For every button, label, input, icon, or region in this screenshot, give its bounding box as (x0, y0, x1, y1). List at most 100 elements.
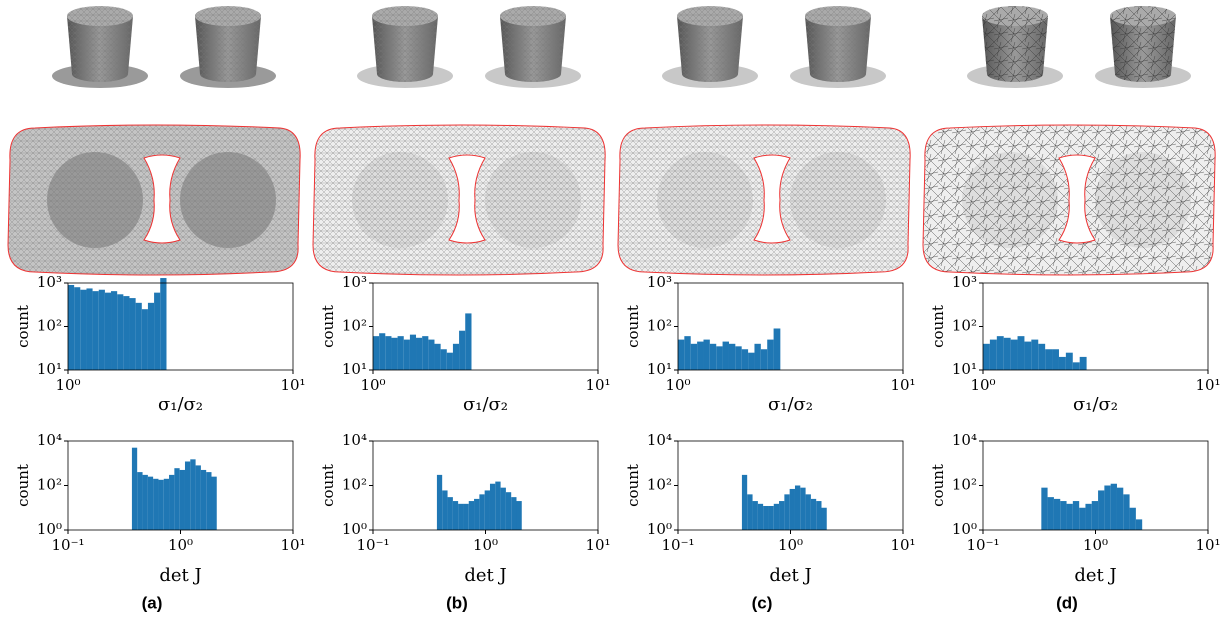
x-tick-label: 10¹ (890, 376, 915, 394)
mesh-render (357, 6, 581, 88)
bar (442, 490, 448, 530)
bar (190, 459, 196, 530)
bar (763, 505, 769, 530)
y-tick-label: 10² (342, 476, 367, 494)
x-axis-label: det J (769, 565, 811, 586)
bar (684, 336, 691, 370)
bar (104, 292, 112, 370)
y-tick-label: 10⁰ (342, 520, 367, 538)
uv-hole (143, 154, 181, 244)
bar (747, 494, 753, 530)
x-tick-label: 10⁰ (360, 376, 385, 394)
panel-label: (c) (752, 593, 773, 612)
bar (760, 349, 768, 370)
uv-layout (7, 124, 301, 276)
y-tick-label: 10¹ (647, 360, 672, 378)
bar (211, 476, 217, 530)
bar (989, 339, 997, 370)
y-axis-label: count (624, 305, 642, 348)
cylinder-mesh (677, 16, 743, 82)
bar (1038, 343, 1046, 370)
mesh-render (52, 6, 276, 88)
bar (516, 501, 522, 530)
y-tick-label: 10² (952, 476, 977, 494)
bar (68, 284, 75, 370)
bar (200, 469, 207, 530)
bar (135, 302, 142, 370)
bar (511, 497, 517, 530)
y-axis-label: count (319, 464, 337, 507)
bar (98, 289, 105, 370)
y-axis-label: count (319, 305, 337, 348)
bar (757, 503, 764, 530)
y-axis-label: count (624, 464, 642, 507)
bar (206, 472, 212, 530)
bar (163, 478, 170, 530)
bar (505, 492, 512, 530)
bar (1110, 483, 1117, 530)
x-tick-label: 10⁻¹ (356, 536, 389, 554)
bar (1091, 501, 1099, 530)
x-axis-label: det J (159, 565, 201, 586)
x-tick-label: 10⁰ (970, 376, 995, 394)
bar (385, 336, 392, 370)
bar (1085, 503, 1092, 530)
y-tick-label: 10² (647, 317, 672, 335)
cylinder-mesh (372, 16, 438, 82)
bar (1017, 336, 1025, 370)
bar (373, 336, 380, 370)
y-tick-label: 10¹ (952, 360, 977, 378)
uv-hole (1058, 154, 1096, 244)
bar (741, 474, 748, 530)
bar (821, 507, 827, 530)
x-axis-label: σ₁/σ₂ (463, 394, 508, 415)
bar (1052, 349, 1059, 370)
bar (697, 341, 704, 370)
bar (779, 501, 785, 530)
bar (1079, 356, 1087, 370)
x-axis-label: σ₁/σ₂ (768, 394, 813, 415)
bar (436, 474, 443, 530)
bar (147, 302, 155, 370)
bar (123, 296, 130, 370)
x-tick-label: 10⁰ (168, 536, 193, 554)
bar (184, 461, 191, 530)
bar (169, 474, 175, 530)
bar (1058, 356, 1066, 370)
bar (179, 469, 185, 530)
bar (1024, 341, 1032, 370)
x-tick-label: 10⁰ (55, 376, 80, 394)
bar (391, 337, 398, 370)
bar (1031, 339, 1039, 370)
bar (422, 336, 429, 370)
bar (1041, 487, 1048, 530)
bar (1098, 490, 1105, 530)
cylinder-top-mesh (67, 6, 133, 26)
bar (416, 337, 423, 370)
cylinder-top-mesh (1110, 6, 1176, 26)
uv-layout (312, 124, 606, 276)
bar (195, 465, 201, 530)
bar (137, 472, 143, 530)
bar (810, 498, 817, 530)
bar (768, 505, 774, 530)
cylinder-top-mesh (500, 6, 566, 26)
bar (86, 288, 93, 370)
bar (794, 485, 801, 530)
bar (428, 339, 435, 370)
x-tick-label: 10¹ (280, 376, 305, 394)
x-tick-label: 10⁰ (778, 536, 803, 554)
x-tick-label: 10¹ (890, 536, 915, 554)
cylinder-mesh (805, 16, 871, 82)
bar (800, 487, 806, 530)
bar (459, 330, 466, 370)
cylinder-top-mesh (805, 6, 871, 26)
bar (474, 498, 480, 530)
y-tick-label: 10¹ (37, 360, 62, 378)
bar (129, 298, 136, 370)
mesh-render (967, 6, 1191, 88)
